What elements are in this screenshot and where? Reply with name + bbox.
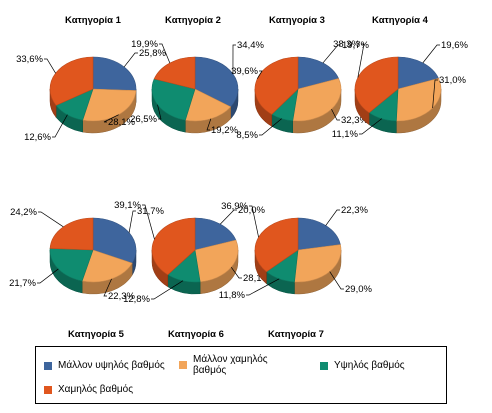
pie-2-slice-4	[153, 56, 196, 90]
pie-6-slice-1	[194, 217, 237, 251]
pie-2-data-label-2: 19,2%	[211, 125, 238, 136]
pie-5-title: Κατηγορία 5	[68, 329, 125, 340]
pie-2-slice-3	[151, 78, 196, 121]
pie-6-data-label-3: 12,8%	[123, 294, 150, 305]
pie-4-leader-4	[357, 43, 365, 78]
pie-4-leader-1	[422, 44, 440, 64]
pie-4-slice-4	[354, 56, 399, 114]
pie-2-title: Κατηγορία 2	[165, 15, 221, 26]
legend-swatch-mallon-ypsilos	[44, 361, 52, 370]
pie-3-leader-2	[331, 108, 340, 121]
pie-6: 20,0% 28,1% 12,8% 39,1% Κατηγορία 6	[114, 200, 270, 340]
pie-1: 25,8% 28,1% 12,6% 33,6% Κατηγορία 1	[16, 15, 166, 143]
pie-1-data-label-1: 25,8%	[139, 48, 166, 59]
pie-5-leader-3	[37, 268, 59, 284]
pie-2-leader-4	[159, 43, 171, 64]
pie-7-data-label-1: 22,3%	[341, 205, 368, 216]
pie-7-data-label-3: 11,8%	[219, 290, 246, 301]
legend-item-ypsilos: Υψηλός βαθμός	[320, 360, 405, 371]
pie-4-data-label-4: 38,3%	[333, 39, 360, 50]
pie-6-data-label-4: 39,1%	[114, 200, 141, 211]
pie-3-data-label-3: 8,5%	[236, 130, 258, 141]
pie-7: 22,3% 29,0% 11,8% 36,9% Κατηγορία 7	[219, 201, 373, 340]
pie-5-slice-4	[49, 217, 94, 251]
pie-2-data-label-1: 34,4%	[237, 40, 264, 51]
pie-7-data-label-4: 36,9%	[221, 201, 248, 212]
pie-5-leader-1	[128, 210, 136, 233]
pie-7-title: Κατηγορία 7	[268, 329, 324, 340]
legend-item-mallon-xamilos: Μάλλον χαμηλός βαθμός	[179, 354, 294, 376]
legend-item-xamilos: Χαμηλός βαθμός	[44, 384, 133, 395]
pie-2-leader-2	[206, 118, 212, 131]
pie-4-data-label-3: 11,1%	[332, 129, 359, 140]
pie-2-leader-3	[157, 104, 162, 120]
pie-5-data-label-4: 24,2%	[10, 207, 37, 218]
legend-item-mallon-ypsilos: Μάλλον υψηλός βαθμός	[44, 360, 165, 371]
pie-5-slice-3	[49, 248, 94, 282]
pie-7-leader-2	[329, 271, 344, 290]
pie-4-data-label-1: 19,6%	[441, 40, 468, 51]
pie-3-leader-3	[259, 118, 282, 136]
legend-label-mallon-ypsilos: Μάλλον υψηλός βαθμός	[58, 360, 165, 371]
pie-1-leader-4	[44, 58, 56, 74]
legend-swatch-xamilos	[44, 385, 52, 394]
pie-1-data-label-3: 12,6%	[24, 132, 51, 143]
pie-7-data-label-2: 29,0%	[345, 284, 372, 295]
pie-4-leader-3	[359, 118, 383, 135]
pie-6-data-label-2: 28,1%	[243, 273, 270, 284]
pie-3-data-label-1: 19,7%	[342, 40, 369, 51]
pie-6-leader-1	[220, 209, 237, 225]
pie-5-leader-4	[38, 211, 64, 228]
pie-6-leader-3	[151, 280, 184, 300]
pie-4-slice-2	[396, 77, 442, 122]
pie-1-slice-4	[49, 56, 94, 106]
pie-7-leader-1	[325, 209, 340, 226]
pie-4: 19,6% 31,0% 11,1% 38,3% Κατηγορία 4	[332, 15, 469, 140]
pie-5-data-label-2: 22,3%	[108, 291, 135, 302]
pie-6-leader-2	[230, 267, 242, 279]
pie-1-title: Κατηγορία 1	[65, 15, 122, 26]
pie-2-data-label-3: 26,5%	[130, 114, 157, 125]
legend-swatch-mallon-xamilos	[179, 361, 187, 369]
pie-5-data-label-1: 31,7%	[137, 206, 164, 217]
pie-6-slice-2	[194, 239, 239, 283]
pie-6-leader-4	[142, 204, 155, 240]
chart-legend: Μάλλον υψηλός βαθμός Μάλλον χαμηλός βαθμ…	[35, 346, 447, 404]
pie-4-title: Κατηγορία 4	[372, 15, 429, 26]
pie-5-slice-2	[81, 249, 133, 283]
pie-1-data-label-4: 33,6%	[16, 54, 43, 65]
pie-4-data-label-2: 31,0%	[439, 75, 466, 86]
pie-4-leader-2	[432, 79, 438, 109]
pie-1-data-label-2: 28,1%	[108, 117, 135, 128]
pie-2: 34,4% 19,2% 26,5% 19,9% Κατηγορία 2	[130, 15, 264, 136]
pie-5: 31,7% 22,3% 21,7% 24,2% Κατηγορία 5	[9, 206, 164, 340]
legend-swatch-ypsilos	[320, 361, 328, 370]
pie-2-data-label-4: 19,9%	[131, 39, 158, 50]
pie-1-leader-2	[103, 114, 119, 123]
pie-7-slice-4	[254, 217, 299, 273]
legend-label-ypsilos: Υψηλός βαθμός	[334, 360, 405, 371]
pie-7-leader-4	[249, 205, 259, 238]
pie-3-leader-4	[256, 70, 263, 79]
pie-3-title: Κατηγορία 3	[269, 15, 325, 26]
pie-7-leader-3	[246, 278, 280, 296]
pie-1-leader-1	[123, 52, 138, 68]
pie-3-leader-1	[322, 44, 341, 64]
pie-2-leader-1	[232, 44, 236, 74]
pie-3: 19,7% 32,3% 8,5% 39,6% Κατηγορία 3	[231, 15, 369, 141]
pie-5-leader-2	[103, 278, 112, 297]
pie-6-title: Κατηγορία 6	[168, 329, 224, 340]
pie-3-data-label-4: 39,6%	[231, 66, 258, 77]
pie-3-data-label-2: 32,3%	[341, 115, 368, 126]
pie-6-data-label-1: 20,0%	[238, 205, 265, 216]
pie-7-slice-2	[294, 244, 342, 283]
legend-label-xamilos: Χαμηλός βαθμός	[58, 384, 134, 395]
legend-label-mallon-xamilos: Μάλλον χαμηλός βαθμός	[193, 354, 268, 376]
pie-1-slice-1	[92, 56, 137, 91]
pie-1-leader-3	[52, 114, 68, 138]
pie-5-data-label-3: 21,7%	[9, 278, 36, 289]
